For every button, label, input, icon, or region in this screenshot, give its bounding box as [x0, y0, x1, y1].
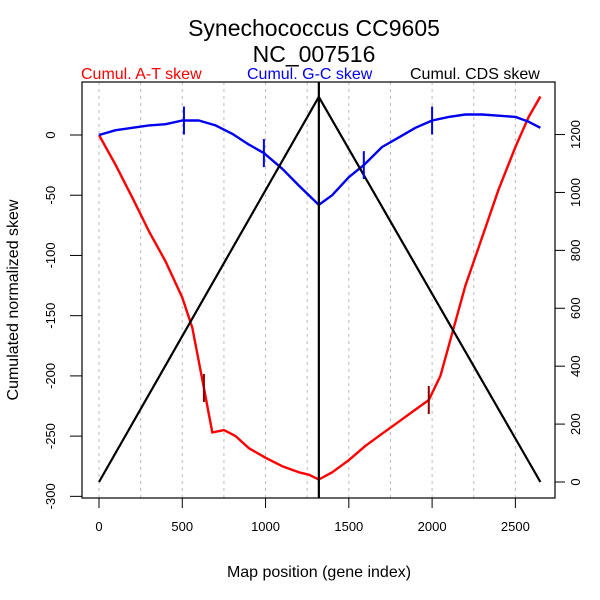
y2-tick-label: 200: [568, 413, 583, 435]
legend-at-skew: Cumul. A-T skew: [81, 66, 202, 83]
series-line-gc-skew: [98, 113, 541, 207]
x-axis-label: Map position (gene index): [227, 564, 411, 581]
y-axis-right: 0 200 400 600 800 1000 1200: [555, 120, 583, 486]
legend-cds-skew: Cumul. CDS skew: [410, 66, 540, 83]
y2-tick-label: 600: [568, 297, 583, 319]
series-line-at-skew: [97, 95, 542, 481]
y2-tick-label: 1000: [568, 178, 583, 207]
y2-tick-label: 0: [568, 478, 583, 485]
legend-gc-skew: Cumul. G-C skew: [247, 66, 373, 83]
x-axis: 0 500 1000 1500 2000 2500: [95, 498, 530, 534]
x-tick-label: 2500: [501, 519, 530, 534]
chart-subtitle: NC_007516: [253, 41, 376, 67]
y-tick-label: -200: [43, 363, 58, 389]
y-tick-label: -100: [43, 242, 58, 268]
y-tick-label: -300: [43, 483, 58, 509]
y2-tick-label: 800: [568, 240, 583, 262]
y-tick-label: -50: [43, 186, 58, 205]
x-tick-label: 0: [95, 519, 102, 534]
y-tick-label: -250: [43, 423, 58, 449]
y2-tick-label: 1200: [568, 120, 583, 149]
y-tick-label: 0: [43, 131, 58, 138]
x-tick-label: 1000: [251, 519, 280, 534]
markers-layer: [182, 106, 434, 414]
x-tick-label: 2000: [418, 519, 447, 534]
x-tick-label: 500: [171, 519, 193, 534]
y-axis-left: 0 -50 -100 -150 -200 -250 -300: [43, 131, 82, 509]
y-tick-label: -150: [43, 303, 58, 329]
y-axis-label: Cumulated normalized skew: [5, 199, 22, 400]
chart-title: Synechococcus CC9605: [188, 15, 440, 41]
plot-frame: [81, 81, 556, 499]
y2-tick-label: 400: [568, 355, 583, 377]
x-tick-label: 1500: [334, 519, 363, 534]
series-layer: [97, 82, 542, 498]
